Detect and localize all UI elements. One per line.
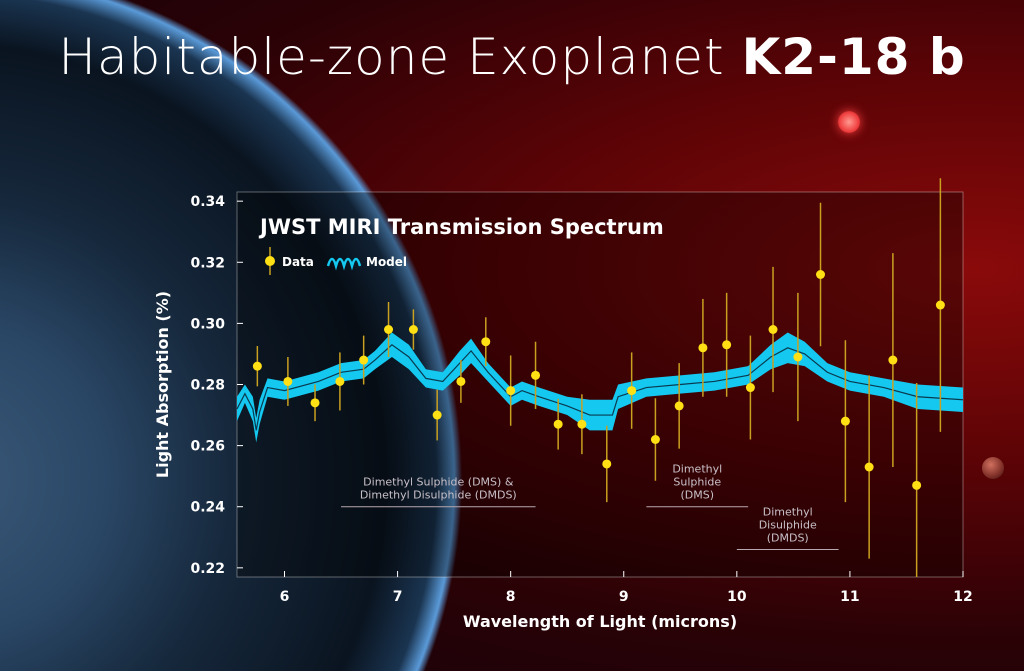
data-point <box>432 410 442 420</box>
data-point <box>840 416 850 426</box>
annotation-label: Dimethyl Sulphide (DMS) & <box>363 476 514 489</box>
annotation-label: Disulphide <box>759 519 817 532</box>
data-point <box>553 419 563 429</box>
legend-data-label: Data <box>282 255 314 269</box>
data-point <box>650 435 660 444</box>
y-tick-label: 0.26 <box>190 439 225 455</box>
red-star <box>838 111 860 133</box>
annotation-label: Dimethyl <box>763 506 813 519</box>
chart-title: JWST MIRI Transmission Spectrum <box>258 215 664 239</box>
data-point <box>359 355 369 365</box>
page-title: Habitable-zone Exoplanet K2-18 b <box>0 28 1024 86</box>
data-point <box>745 383 755 393</box>
legend-data-icon <box>265 256 275 266</box>
data-point <box>506 386 516 396</box>
data-point <box>793 352 803 362</box>
annotation-label: Dimethyl <box>672 463 722 476</box>
annotation-label: (DMS) <box>680 489 714 502</box>
y-tick-label: 0.32 <box>190 255 225 271</box>
x-tick-label: 6 <box>280 589 290 605</box>
data-point <box>283 376 293 386</box>
x-tick-label: 10 <box>727 589 747 605</box>
model-band <box>237 332 963 443</box>
x-axis-label: Wavelength of Light (microns) <box>463 612 737 631</box>
annotation-label: (DMDS) <box>767 532 809 545</box>
data-point <box>864 462 874 472</box>
y-tick-label: 0.28 <box>190 378 225 394</box>
data-point <box>408 325 418 334</box>
title-light: Habitable-zone Exoplanet <box>58 28 725 86</box>
x-tick-label: 12 <box>953 589 972 605</box>
y-tick-label: 0.30 <box>190 316 225 332</box>
annotation-label: Sulphide <box>673 476 721 489</box>
x-tick-label: 7 <box>393 589 403 605</box>
data-point <box>481 337 491 347</box>
data-point <box>722 340 732 350</box>
data-point <box>627 386 637 396</box>
x-tick-label: 11 <box>840 589 859 605</box>
annotation-label: Dimethyl Disulphide (DMDS) <box>360 489 517 502</box>
legend-model-icon <box>326 257 362 271</box>
data-point <box>698 343 708 353</box>
data-point <box>577 419 587 429</box>
data-point <box>935 300 945 310</box>
y-tick-label: 0.34 <box>190 194 225 210</box>
y-tick-label: 0.24 <box>190 500 225 516</box>
data-point <box>602 459 612 469</box>
data-point <box>384 325 394 334</box>
data-point <box>674 401 684 411</box>
title-bold: K2-18 b <box>741 28 966 86</box>
data-point <box>456 376 466 386</box>
data-point <box>531 370 541 380</box>
data-point <box>252 361 262 371</box>
x-tick-label: 9 <box>619 589 629 605</box>
data-point <box>912 480 922 490</box>
data-point <box>768 325 778 334</box>
data-point <box>310 398 320 408</box>
data-point <box>816 270 826 279</box>
data-point <box>335 376 345 386</box>
y-axis-label: Light Absorption (%) <box>153 291 172 478</box>
x-tick-label: 8 <box>506 589 516 605</box>
y-tick-label: 0.22 <box>190 561 225 577</box>
data-point <box>888 355 898 365</box>
legend-model-label: Model <box>366 255 407 269</box>
small-planet <box>982 457 1004 479</box>
